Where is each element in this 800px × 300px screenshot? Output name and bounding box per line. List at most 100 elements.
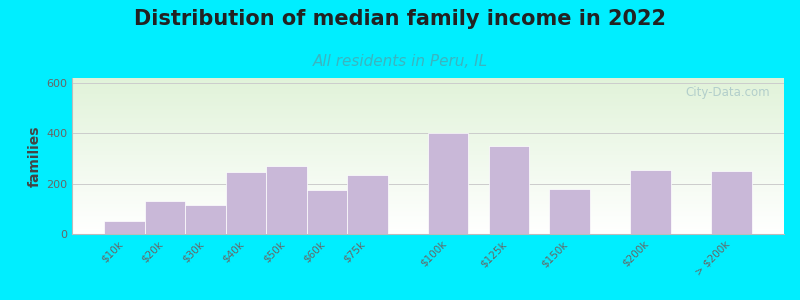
Bar [72,198,784,199]
Bar [72,125,784,126]
Bar [72,189,784,190]
Bar [72,203,784,204]
Bar [72,105,784,106]
Bar [72,157,784,158]
Bar [72,195,784,196]
Bar [72,101,784,102]
Bar [72,142,784,143]
Bar [489,146,529,234]
Bar [72,79,784,80]
Bar [72,164,784,165]
Bar [72,183,784,184]
Bar [72,194,784,195]
Bar [72,221,784,222]
Bar [72,111,784,112]
Bar [72,156,784,157]
Bar [72,96,784,97]
Bar [72,166,784,167]
Bar [72,181,784,182]
Bar [72,160,784,161]
Bar [72,121,784,122]
Bar [72,117,784,118]
Bar [72,214,784,215]
Bar [72,129,784,130]
Bar [72,172,784,173]
Bar [72,165,784,166]
Bar [72,120,784,121]
Bar [72,126,784,127]
Bar [72,232,784,233]
Bar [72,94,784,95]
Text: City-Data.com: City-Data.com [685,86,770,99]
Bar [226,172,266,234]
Bar [72,146,784,147]
Bar [72,217,784,218]
Bar [72,205,784,206]
Bar [711,171,752,234]
Bar [72,116,784,117]
Bar [306,190,347,234]
Bar [72,182,784,183]
Bar [72,227,784,228]
Bar [72,180,784,181]
Bar [72,97,784,98]
Bar [72,138,784,139]
Bar [72,98,784,99]
Bar [72,186,784,187]
Bar [72,99,784,100]
Bar [72,108,784,109]
Bar [72,136,784,137]
Bar [72,216,784,217]
Bar [72,95,784,96]
Bar [72,158,784,159]
Bar [72,102,784,103]
Bar [72,212,784,213]
Bar [72,124,784,125]
Bar [72,80,784,81]
Bar [72,159,784,160]
Bar [72,170,784,171]
Bar [72,229,784,230]
Bar [72,112,784,113]
Bar [72,84,784,85]
Bar [72,122,784,123]
Bar [145,201,186,234]
Bar [72,113,784,114]
Bar [72,200,784,201]
Bar [72,199,784,200]
Bar [72,171,784,172]
Bar [72,213,784,214]
Bar [72,228,784,229]
Bar [72,233,784,234]
Bar [72,135,784,136]
Bar [72,92,784,93]
Bar [72,85,784,86]
Bar [72,139,784,140]
Bar [72,175,784,176]
Bar [72,204,784,205]
Bar [72,87,784,88]
Bar [72,90,784,91]
Bar [72,93,784,94]
Bar [72,132,784,133]
Bar [72,109,784,110]
Bar [72,219,784,220]
Bar [72,151,784,152]
Bar [72,144,784,145]
Bar [72,89,784,90]
Bar [72,168,784,169]
Bar [72,106,784,107]
Bar [72,133,784,134]
Bar [72,226,784,227]
Bar [72,128,784,129]
Bar [72,162,784,163]
Bar [104,221,145,234]
Bar [72,86,784,87]
Bar [72,130,784,131]
Bar [72,209,784,210]
Bar [72,190,784,191]
Bar [72,208,784,209]
Bar [428,134,469,234]
Bar [72,100,784,101]
Bar [72,114,784,115]
